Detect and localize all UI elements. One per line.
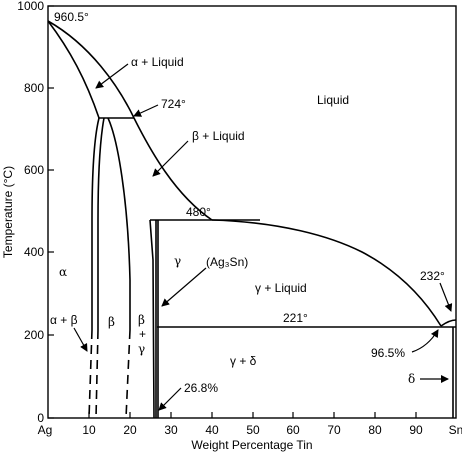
arrow-beta-liquid <box>152 140 189 177</box>
solidus-alpha <box>47 20 100 119</box>
beta-left-boundary-solid <box>97 117 105 330</box>
y-tick-200: 200 <box>24 328 44 342</box>
region-liquid: Liquid <box>317 93 349 107</box>
liquidus-sn <box>440 319 457 327</box>
label-480: 480° <box>186 205 211 219</box>
liquidus-upper-ag <box>47 20 135 119</box>
label-96-5: 96.5% <box>371 346 405 360</box>
region-gamma: γ <box>174 254 181 268</box>
gamma-left-boundary <box>149 219 155 419</box>
arrow-96-5 <box>411 329 439 353</box>
label-26-8: 26.8% <box>184 381 218 395</box>
y-tick-800: 800 <box>24 81 44 95</box>
x-tick-70: 70 <box>327 423 341 437</box>
arrow-alpha-liquid <box>95 63 129 89</box>
region-alpha-beta: α + β <box>50 313 78 327</box>
x-axis-title: Weight Percentage Tin <box>191 438 312 452</box>
arrow-ag3sn <box>161 267 207 307</box>
y-axis-ticks <box>48 5 54 419</box>
region-gamma-liquid: γ + Liquid <box>255 281 307 295</box>
liquidus-beta <box>133 117 213 221</box>
region-beta: β <box>108 315 115 329</box>
x-tick-80: 80 <box>368 423 382 437</box>
label-ag-melting: 960.5° <box>54 10 89 24</box>
label-724: 724° <box>161 97 186 111</box>
x-axis-ticks <box>88 412 417 418</box>
label-221: 221° <box>283 311 308 325</box>
arrow-alpha-beta <box>73 327 88 352</box>
arrow-232 <box>439 282 453 312</box>
alpha-solvus-dashed <box>88 329 93 419</box>
region-alpha-liquid: α + Liquid <box>131 55 184 69</box>
region-alpha: α <box>59 265 67 279</box>
arrow-26-8 <box>158 387 182 411</box>
x-tick-30: 30 <box>164 423 178 437</box>
y-tick-600: 600 <box>24 163 44 177</box>
beta-right-boundary-solid <box>107 117 131 330</box>
arrow-724 <box>133 104 159 117</box>
region-gamma-delta: γ + δ <box>230 354 257 368</box>
label-232: 232° <box>420 269 445 283</box>
beta-right-boundary-dashed <box>125 329 131 419</box>
alpha-solvus-solid <box>91 117 100 330</box>
x-tick-sn: Sn <box>449 423 462 437</box>
y-tick-1000: 1000 <box>17 0 44 13</box>
y-axis-title: Temperature (°C) <box>1 166 15 258</box>
x-tick-50: 50 <box>246 423 260 437</box>
x-tick-90: 90 <box>409 423 423 437</box>
y-tick-400: 400 <box>24 245 44 259</box>
plot-frame <box>47 5 457 419</box>
beta-left-boundary-dashed <box>95 329 99 419</box>
x-tick-60: 60 <box>286 423 300 437</box>
x-tick-ag: Ag <box>38 423 53 437</box>
label-ag3sn: (Ag₃Sn) <box>206 255 248 269</box>
region-beta-gamma-gamma: γ <box>138 342 145 356</box>
x-tick-20: 20 <box>123 423 137 437</box>
region-beta-gamma-plus: + <box>139 327 146 341</box>
region-beta-gamma-beta: β <box>138 313 145 327</box>
region-beta-liquid: β + Liquid <box>192 129 245 143</box>
x-tick-10: 10 <box>82 423 96 437</box>
x-tick-40: 40 <box>205 423 219 437</box>
y-tick-0: 0 <box>37 411 44 425</box>
region-delta: δ <box>408 372 415 386</box>
liquidus-gamma <box>211 219 442 327</box>
